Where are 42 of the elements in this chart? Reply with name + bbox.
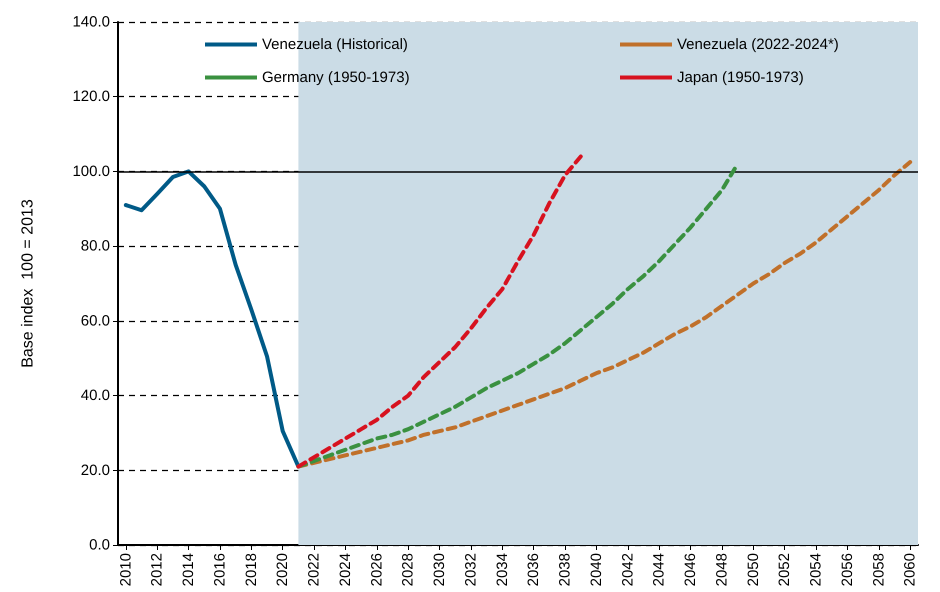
x-tick-label: 2010 [117, 553, 134, 586]
y-tick-label: 60.0 [80, 312, 110, 330]
x-tick-label: 2032 [462, 553, 480, 586]
y-axis-title: Base index 100 = 2013 [20, 199, 36, 368]
legend-label: Venezuela (2022-2024*) [677, 36, 839, 53]
x-tick-label: 2058 [870, 553, 888, 586]
x-tick-label: 2016 [211, 553, 228, 586]
x-tick-label: 2012 [148, 553, 166, 586]
y-tick-label: 140.0 [72, 14, 110, 30]
x-tick-label: 2018 [242, 553, 260, 586]
line-series [296, 160, 912, 469]
y-tick-label: 0.0 [89, 536, 110, 554]
x-tick-label: 2036 [525, 553, 542, 586]
x-tick-label: 2020 [274, 553, 292, 586]
x-tick-label: 2056 [838, 553, 856, 586]
y-tick-label: 20.0 [80, 462, 110, 479]
line-series [296, 154, 583, 469]
x-tick-label: 2022 [306, 553, 323, 586]
x-tick-label: 2026 [368, 553, 386, 586]
x-tick-label: 2060 [902, 553, 919, 586]
x-tick-label: 2054 [808, 553, 825, 586]
x-tick-label: 2046 [682, 553, 700, 586]
x-tick-label: 2024 [336, 553, 354, 586]
x-tick-label: 2044 [650, 553, 668, 586]
x-tick-label: 2014 [180, 553, 198, 586]
x-tick-label: 2040 [588, 553, 605, 586]
y-tick-label: 40.0 [80, 387, 110, 404]
y-tick-label: 120.0 [72, 88, 110, 106]
x-tick-label: 2048 [713, 553, 730, 586]
x-tick-label: 2050 [744, 553, 762, 586]
legend-label: Germany (1950-1973) [262, 69, 410, 86]
line-series [124, 169, 300, 469]
legend-label: Venezuela (Historical) [262, 36, 408, 53]
x-tick-label: 2028 [400, 553, 417, 586]
legend-label: Japan (1950-1973) [677, 69, 804, 86]
x-tick-label: 2034 [494, 553, 511, 586]
x-tick-label: 2052 [776, 553, 794, 586]
x-tick-label: 2042 [619, 553, 636, 586]
x-tick-label: 2030 [431, 553, 448, 586]
y-tick-label: 80.0 [80, 238, 110, 255]
y-tick-label: 100.0 [72, 162, 110, 180]
x-tick-label: 2038 [556, 553, 574, 586]
